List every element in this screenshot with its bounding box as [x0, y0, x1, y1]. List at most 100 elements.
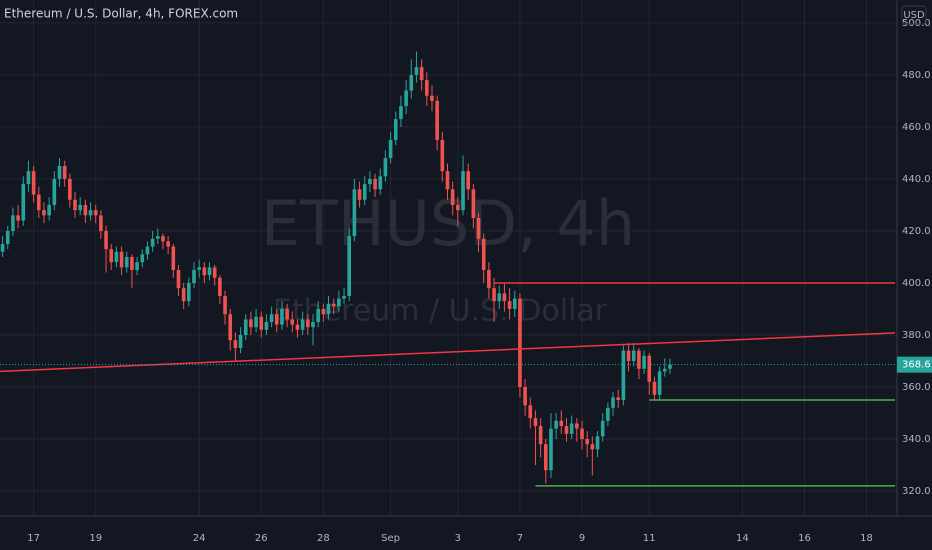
candle-body — [228, 314, 233, 341]
y-tick-label: 340.0 — [902, 434, 931, 445]
candle-body — [316, 308, 320, 322]
candle-body — [130, 256, 134, 270]
candle-body — [119, 251, 124, 268]
candle-body — [135, 262, 139, 270]
candle-body — [481, 238, 486, 270]
candle-body — [362, 184, 367, 200]
candle-body — [212, 267, 217, 278]
candle-body — [249, 319, 253, 328]
candle-body — [295, 324, 300, 330]
candle-body — [642, 355, 646, 369]
candle-body — [668, 364, 672, 369]
candle-body — [523, 387, 527, 406]
y-tick-label: 360.0 — [902, 382, 931, 393]
candle-body — [419, 67, 424, 81]
candle-body — [507, 301, 512, 309]
y-tick-label: 420.0 — [902, 226, 931, 237]
candle-body — [93, 210, 98, 216]
candle-body — [207, 267, 212, 276]
candle-body — [73, 199, 77, 211]
candle-body — [11, 215, 15, 231]
candle-body — [595, 436, 600, 450]
candle-body — [161, 236, 165, 242]
candle-body — [78, 204, 82, 211]
candle-body — [445, 171, 450, 190]
candle-body — [114, 251, 119, 263]
candle-body — [26, 171, 31, 185]
candle-body — [543, 444, 548, 471]
plot — [0, 51, 897, 487]
candle-body — [337, 298, 341, 307]
candle-body — [409, 74, 414, 91]
candle-body — [637, 350, 641, 369]
candle-body — [331, 303, 336, 307]
candle-body — [388, 139, 393, 159]
candle-body — [580, 428, 584, 440]
candle-body — [238, 334, 243, 348]
candle-body — [549, 428, 553, 471]
candle-body — [368, 178, 372, 185]
candle-body — [352, 189, 357, 237]
drawn-line — [0, 332, 896, 373]
candle-body — [5, 230, 10, 244]
y-tick-label: 380.0 — [902, 330, 931, 341]
candle-body — [533, 418, 538, 427]
x-tick-label: 11 — [643, 533, 656, 544]
candle-body — [347, 236, 352, 296]
candle-body — [564, 426, 569, 434]
candle-body — [528, 405, 533, 419]
y-tick-label: 320.0 — [902, 486, 931, 497]
candle-body — [176, 269, 181, 289]
candle-body — [218, 277, 222, 296]
candle-body — [321, 308, 326, 315]
candle-body — [378, 176, 383, 190]
candle-body — [57, 165, 62, 179]
candle-body — [0, 243, 5, 252]
candle-body — [575, 423, 579, 429]
candle-body — [414, 67, 419, 75]
last-price-tag — [897, 356, 932, 373]
candle-body — [150, 238, 155, 247]
candle-body — [104, 230, 108, 250]
currency-box[interactable] — [901, 5, 927, 25]
candle-body — [223, 295, 227, 315]
candle-body — [471, 189, 476, 218]
candle-body — [16, 215, 20, 221]
candle-body — [326, 303, 331, 315]
price-axis — [897, 0, 932, 550]
candle-body — [440, 139, 445, 172]
y-tick-label: 460.0 — [902, 122, 931, 133]
candle-body — [42, 210, 46, 216]
candle-body — [36, 194, 41, 211]
y-tick-label: 440.0 — [902, 174, 931, 185]
candle-body — [621, 350, 626, 401]
chart-title: Ethereum / U.S. Dollar, 4h, FOREX.com — [4, 7, 238, 21]
grid — [0, 0, 897, 516]
candle-body — [466, 171, 471, 190]
currency[interactable]: USD — [903, 10, 925, 21]
candle-body — [487, 269, 491, 289]
candle-body — [600, 420, 605, 437]
candle-body — [285, 308, 289, 320]
candle-body — [145, 246, 150, 255]
candle-body — [435, 100, 439, 140]
candle-body — [290, 319, 295, 325]
candle-body — [611, 397, 615, 408]
candle-body — [306, 319, 310, 328]
candle-body — [259, 316, 264, 330]
candle-body — [554, 420, 558, 429]
x-tick-label: 17 — [27, 533, 40, 544]
x-tick-label: 18 — [860, 533, 873, 544]
candle-body — [68, 178, 72, 200]
candle-body — [300, 319, 305, 330]
candle-body — [456, 204, 460, 211]
candle-body — [62, 165, 67, 179]
candle-body — [518, 298, 522, 387]
candle-body — [264, 321, 269, 330]
candle-body — [652, 381, 657, 395]
candle-body — [616, 397, 621, 401]
candle-body — [647, 355, 652, 382]
